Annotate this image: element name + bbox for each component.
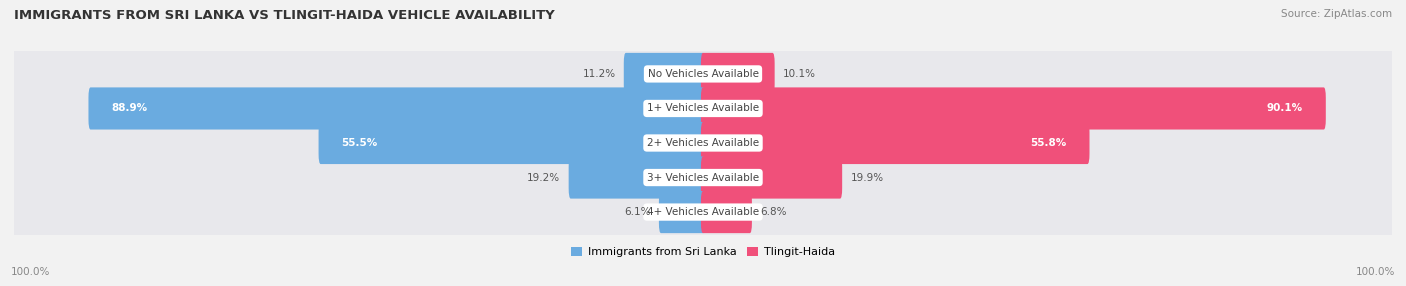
FancyBboxPatch shape bbox=[702, 53, 775, 95]
Text: No Vehicles Available: No Vehicles Available bbox=[648, 69, 758, 79]
Text: 10.1%: 10.1% bbox=[783, 69, 815, 79]
Text: 3+ Vehicles Available: 3+ Vehicles Available bbox=[647, 172, 759, 182]
FancyBboxPatch shape bbox=[11, 114, 1395, 172]
Text: 2+ Vehicles Available: 2+ Vehicles Available bbox=[647, 138, 759, 148]
Text: 11.2%: 11.2% bbox=[582, 69, 616, 79]
Text: 90.1%: 90.1% bbox=[1267, 104, 1303, 114]
Text: 1+ Vehicles Available: 1+ Vehicles Available bbox=[647, 104, 759, 114]
FancyBboxPatch shape bbox=[11, 80, 1395, 138]
FancyBboxPatch shape bbox=[319, 122, 704, 164]
Text: 19.9%: 19.9% bbox=[851, 172, 883, 182]
FancyBboxPatch shape bbox=[624, 53, 704, 95]
FancyBboxPatch shape bbox=[702, 156, 842, 198]
FancyBboxPatch shape bbox=[702, 88, 1326, 130]
FancyBboxPatch shape bbox=[11, 148, 1395, 206]
Text: Source: ZipAtlas.com: Source: ZipAtlas.com bbox=[1281, 9, 1392, 19]
Text: IMMIGRANTS FROM SRI LANKA VS TLINGIT-HAIDA VEHICLE AVAILABILITY: IMMIGRANTS FROM SRI LANKA VS TLINGIT-HAI… bbox=[14, 9, 555, 21]
Text: 100.0%: 100.0% bbox=[11, 267, 51, 277]
FancyBboxPatch shape bbox=[11, 183, 1395, 241]
Text: 19.2%: 19.2% bbox=[527, 172, 561, 182]
Text: 100.0%: 100.0% bbox=[1355, 267, 1395, 277]
FancyBboxPatch shape bbox=[89, 88, 704, 130]
FancyBboxPatch shape bbox=[702, 122, 1090, 164]
FancyBboxPatch shape bbox=[659, 191, 704, 233]
Text: 4+ Vehicles Available: 4+ Vehicles Available bbox=[647, 207, 759, 217]
FancyBboxPatch shape bbox=[568, 156, 704, 198]
Legend: Immigrants from Sri Lanka, Tlingit-Haida: Immigrants from Sri Lanka, Tlingit-Haida bbox=[567, 243, 839, 262]
Text: 55.8%: 55.8% bbox=[1031, 138, 1067, 148]
Text: 6.1%: 6.1% bbox=[624, 207, 651, 217]
FancyBboxPatch shape bbox=[702, 191, 752, 233]
FancyBboxPatch shape bbox=[11, 45, 1395, 103]
Text: 6.8%: 6.8% bbox=[761, 207, 787, 217]
Text: 88.9%: 88.9% bbox=[111, 104, 148, 114]
Text: 55.5%: 55.5% bbox=[342, 138, 378, 148]
